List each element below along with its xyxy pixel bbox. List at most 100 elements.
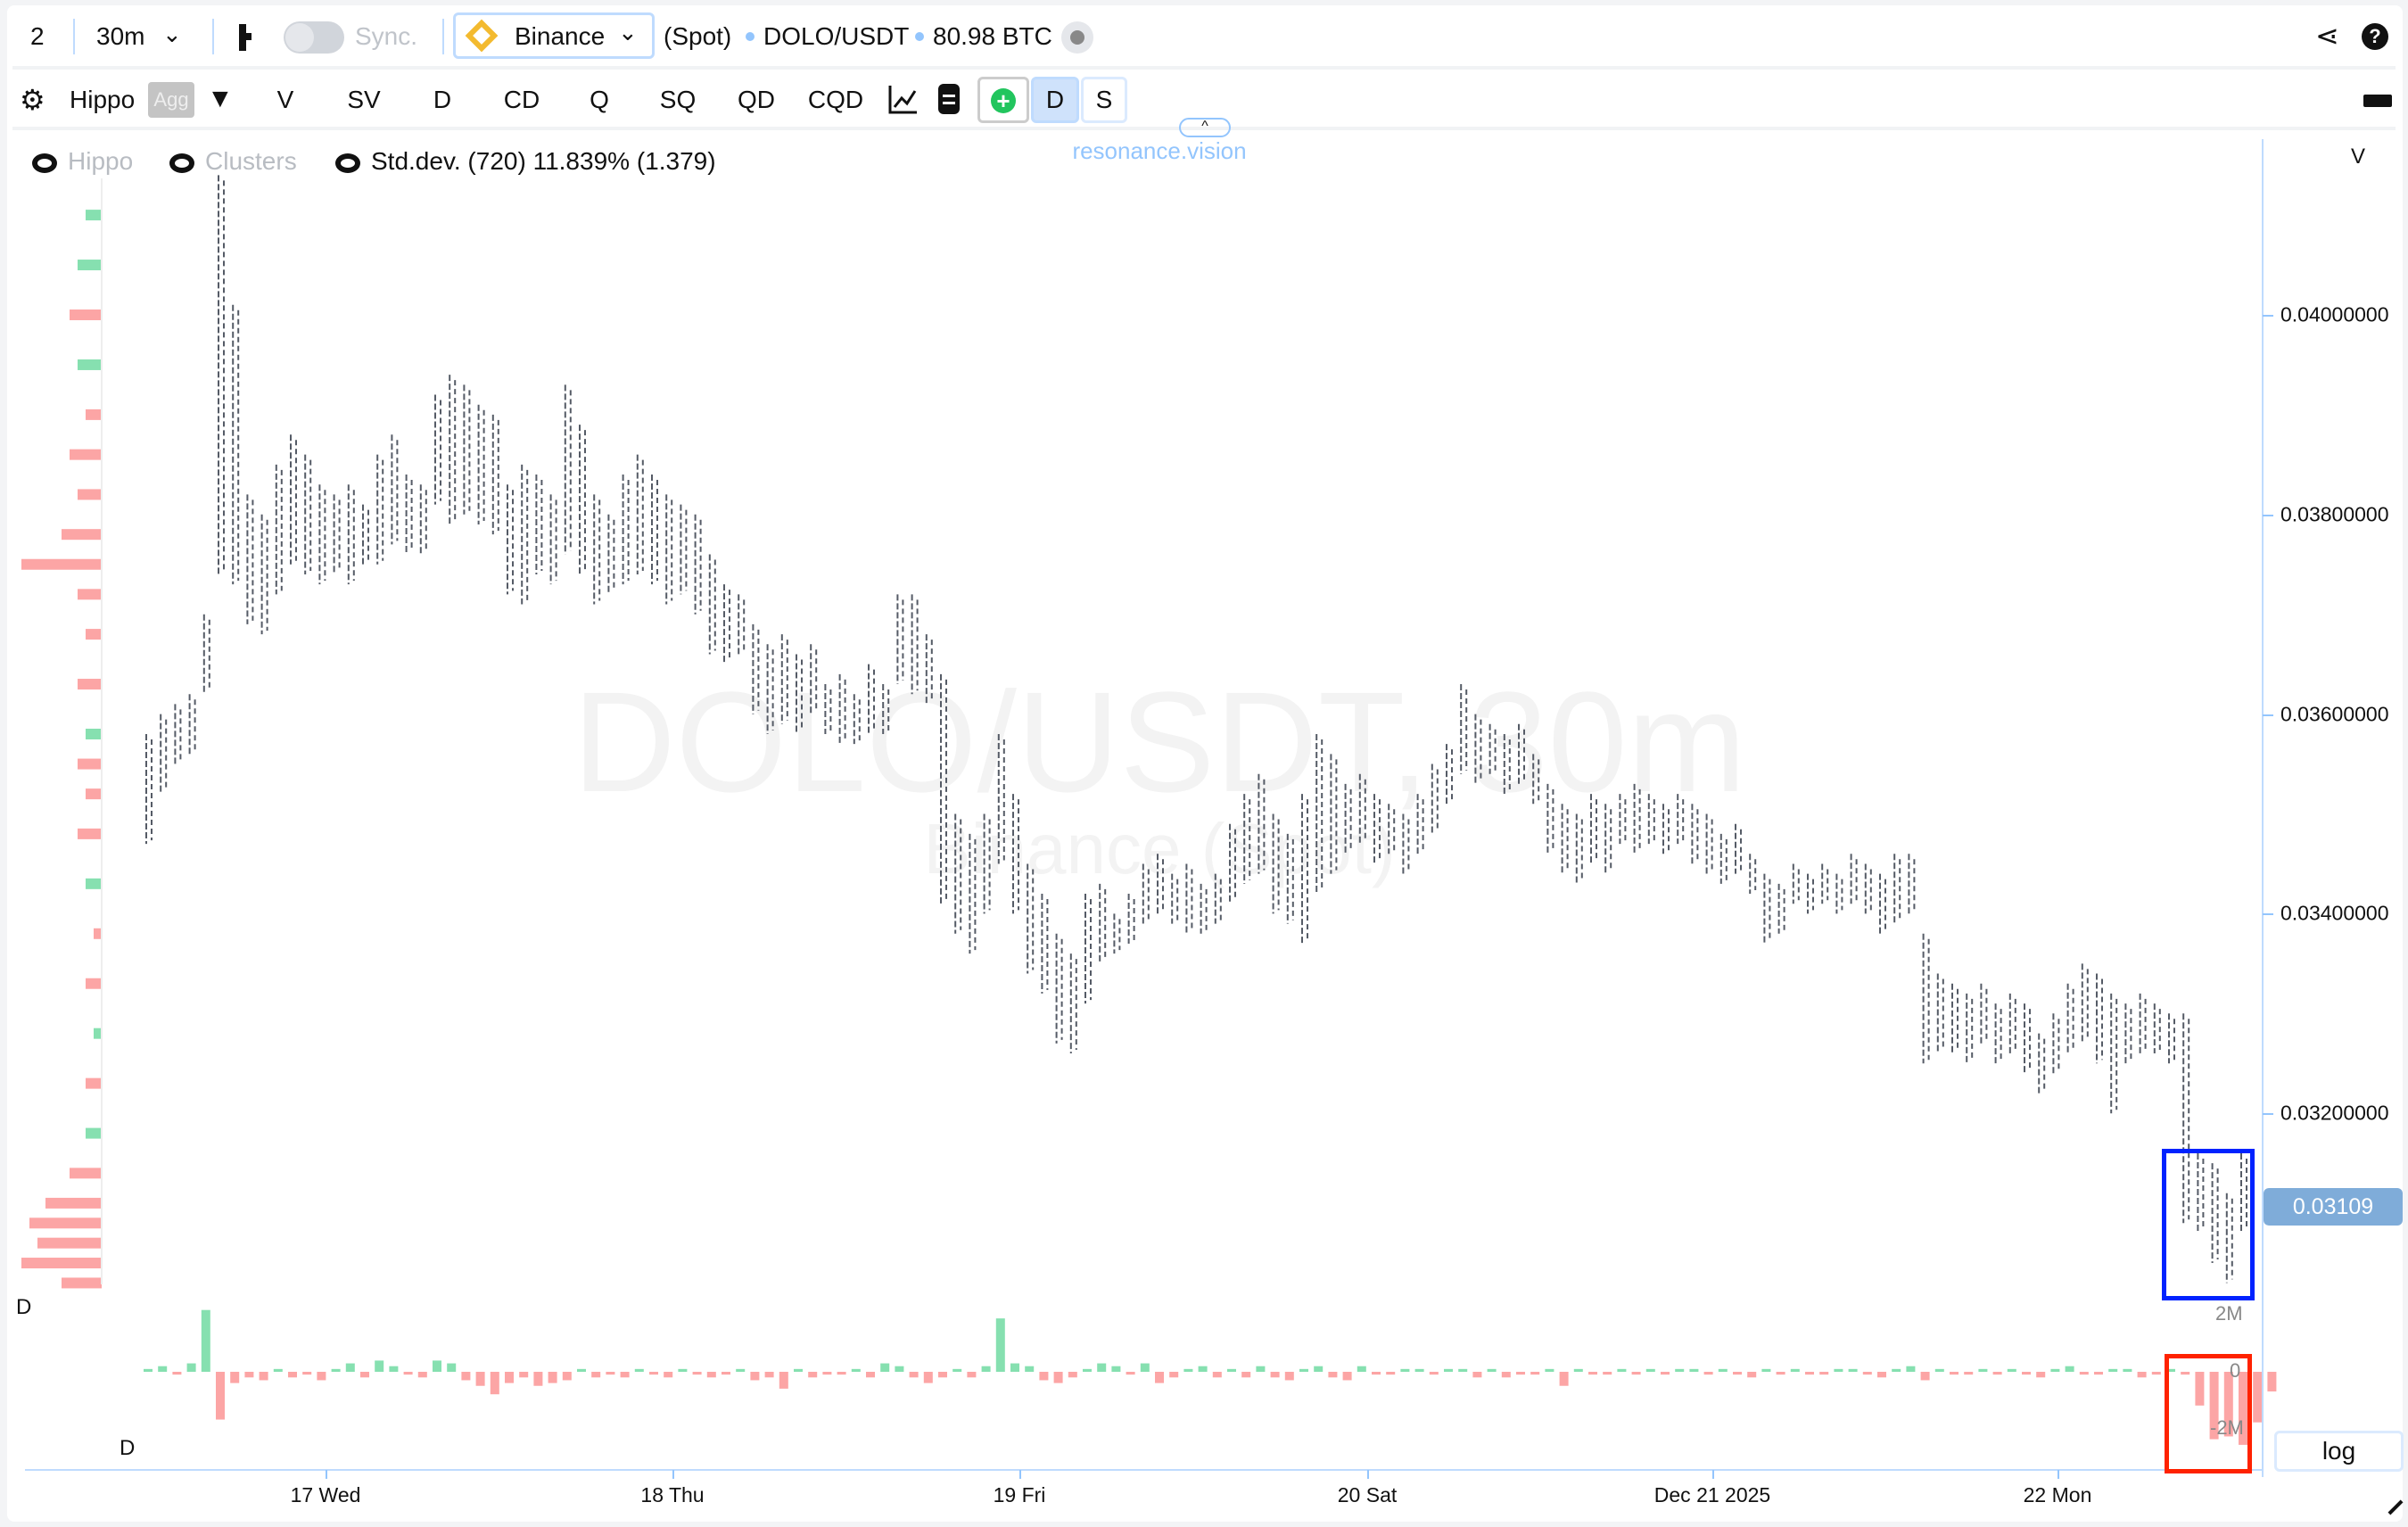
layout-icon[interactable] <box>239 24 252 51</box>
divider <box>12 66 2396 70</box>
delta-bar <box>1155 1372 1164 1383</box>
price-tick-mark <box>2263 714 2273 716</box>
sync-toggle[interactable] <box>284 21 344 54</box>
delta-bar <box>1227 1368 1236 1372</box>
indicator-hippo[interactable]: Hippo <box>70 86 136 113</box>
delta-bar <box>1617 1368 1627 1372</box>
time-tick: 18 Thu <box>640 1483 705 1506</box>
delta-bar <box>1603 1372 1612 1375</box>
delta-bar <box>360 1372 369 1378</box>
exchange-select[interactable]: Binance ⌄ <box>453 12 655 59</box>
delta-bar <box>1588 1372 1597 1375</box>
delta-bar <box>1877 1372 1886 1378</box>
delta-bar <box>158 1366 168 1372</box>
volume-profile-bar <box>70 1168 102 1179</box>
volume-profile-bar <box>86 629 102 640</box>
toolbar-sq[interactable]: SQ <box>659 86 697 113</box>
volume-profile-bar <box>62 1277 102 1289</box>
chevron-down-icon[interactable]: ⌄ <box>162 21 182 47</box>
volume-profile-bar <box>29 1217 102 1229</box>
delta-bar <box>1573 1368 1583 1372</box>
delta-bar <box>1501 1372 1511 1378</box>
price-tick-mark <box>2263 1113 2273 1116</box>
delta-bar <box>2079 1372 2089 1375</box>
delta-bar <box>2036 1372 2046 1378</box>
symbol[interactable]: DOLO/USDT <box>763 22 910 50</box>
s-toggle-button[interactable]: S <box>1081 77 1127 123</box>
legend-clusters[interactable]: Clusters <box>205 147 297 175</box>
divider <box>442 19 444 54</box>
delta-bar <box>967 1372 977 1378</box>
volume-profile-bar <box>21 1258 102 1269</box>
layout-number[interactable]: 2 <box>30 22 45 50</box>
delta-bar <box>995 1318 1005 1372</box>
volume-profile-bar <box>86 728 102 739</box>
add-indicator-button[interactable]: + <box>977 77 1029 123</box>
volume-profile-bar <box>86 788 102 800</box>
legend-hippo[interactable]: Hippo <box>68 147 134 175</box>
delta-tick-0: 0 <box>2230 1359 2241 1382</box>
toolbar-v[interactable]: V <box>276 86 294 113</box>
delta-bar <box>433 1360 441 1372</box>
collapse-toggle[interactable]: ^ <box>1179 118 1231 137</box>
delta-bar <box>722 1372 730 1375</box>
delta-bar <box>1414 1368 1424 1372</box>
delta-bar <box>1631 1372 1641 1375</box>
delta-bar <box>1718 1368 1728 1372</box>
delta-bar <box>866 1372 875 1378</box>
timeframe-select[interactable]: 30m <box>96 22 145 50</box>
delta-bar <box>548 1372 557 1383</box>
delta-bar <box>1183 1368 1193 1372</box>
exchange-label: Binance <box>515 22 606 50</box>
toolbar-q[interactable]: Q <box>590 86 609 113</box>
agg-button[interactable]: Agg <box>148 82 194 118</box>
list-icon[interactable] <box>938 84 960 114</box>
toolbar-sv[interactable]: SV <box>347 86 381 113</box>
delta-bar <box>1025 1366 1035 1372</box>
filter-icon[interactable]: ▼ <box>207 84 234 113</box>
time-tick-mark <box>2058 1470 2059 1479</box>
delta-bar <box>1545 1368 1554 1372</box>
eye-icon[interactable] <box>169 153 194 173</box>
delta-bar <box>1140 1363 1150 1372</box>
delta-bar <box>1906 1366 1916 1372</box>
ruler-icon[interactable] <box>2363 95 2392 107</box>
plus-icon: + <box>991 88 1016 113</box>
chevron-down-icon: ⌄ <box>618 19 638 45</box>
toolbar-qd[interactable]: QD <box>738 86 775 113</box>
eye-icon[interactable] <box>32 153 57 173</box>
toolbar-cd[interactable]: CD <box>503 86 540 113</box>
legend-stddev: Std.dev. (720) 11.839% (1.379) <box>371 147 716 175</box>
price-axis-line <box>2262 139 2264 1477</box>
help-icon[interactable]: ? <box>2362 23 2388 50</box>
toolbar-cqd[interactable]: CQD <box>807 86 864 113</box>
delta-bar <box>2137 1372 2147 1378</box>
volume-profile-bar <box>86 1127 102 1139</box>
eye-icon[interactable] <box>335 153 360 173</box>
gear-icon[interactable]: ⚙ <box>20 84 45 116</box>
price-tick-label: 0.03800000 <box>2280 502 2389 526</box>
delta-bar <box>1747 1372 1757 1378</box>
delta-bar <box>1068 1372 1077 1378</box>
delta-bar <box>1270 1372 1280 1378</box>
brand-link[interactable]: resonance.vision <box>1072 137 1247 164</box>
delta-bar <box>1964 1372 1974 1375</box>
delta-bar <box>302 1372 312 1375</box>
delta-bar <box>1920 1372 1930 1381</box>
delta-bar <box>1950 1372 1959 1375</box>
delta-bar <box>1342 1372 1352 1381</box>
delta-bar <box>837 1372 846 1375</box>
share-icon[interactable]: ⋖ <box>2315 20 2339 52</box>
status-indicator <box>1061 21 1093 54</box>
delta-bar <box>2209 1372 2219 1440</box>
d-toggle-button[interactable]: D <box>1031 77 1079 123</box>
log-scale-button[interactable]: log <box>2274 1431 2404 1472</box>
delta-bar <box>851 1368 861 1372</box>
delta-tick-minus-2m: -2M <box>2210 1416 2244 1439</box>
delta-bar <box>1487 1368 1497 1372</box>
price-tick-mark <box>2263 514 2273 516</box>
line-chart-icon[interactable] <box>888 84 919 114</box>
delta-bar <box>375 1360 384 1372</box>
toolbar-d[interactable]: D <box>433 86 452 113</box>
